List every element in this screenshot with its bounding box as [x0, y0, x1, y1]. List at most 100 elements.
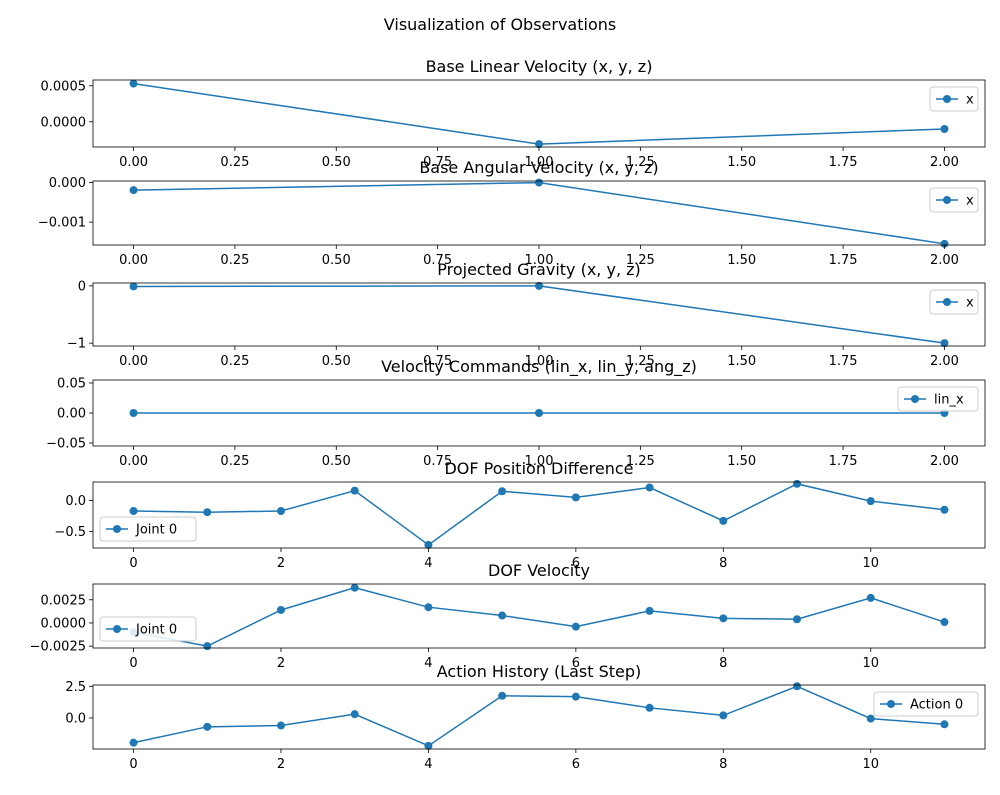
x-tick-label: 8	[719, 656, 727, 671]
data-point	[203, 508, 212, 517]
x-tick-label: 0	[129, 757, 137, 772]
x-tick-label: 8	[719, 757, 727, 772]
x-tick-label: 6	[572, 556, 580, 571]
legend: lin_x	[897, 386, 979, 412]
data-point	[940, 720, 949, 729]
subplot-title: DOF Position Difference	[444, 459, 633, 478]
data-point	[276, 605, 285, 614]
x-tick-label: 1.50	[727, 155, 756, 170]
data-point	[866, 497, 875, 506]
x-tick-label: 1.75	[829, 354, 858, 369]
data-point	[719, 711, 728, 720]
data-point	[129, 282, 138, 291]
data-point	[719, 614, 728, 623]
subplot-title: Action History (Last Step)	[437, 662, 642, 681]
data-point	[498, 611, 507, 620]
legend-label: Action 0	[910, 698, 963, 713]
y-tick-label: −0.05	[46, 437, 86, 452]
data-point	[571, 493, 580, 502]
x-tick-label: 2.00	[930, 454, 959, 469]
data-point	[424, 741, 433, 750]
legend: x	[929, 289, 979, 315]
x-tick-label: 0.25	[220, 253, 249, 268]
axes-frame	[92, 583, 986, 649]
subplot-1: Base Linear Velocity (x, y, z) 0.00 0.25 0.…	[41, 57, 986, 170]
legend: Action 0	[873, 691, 979, 717]
data-point	[866, 593, 875, 602]
y-tick-label: 0.000	[49, 176, 86, 191]
x-tick-label: 0.50	[322, 155, 351, 170]
data-point	[498, 691, 507, 700]
x-tick-label: 0.50	[322, 354, 351, 369]
legend-box	[897, 386, 979, 412]
y-tick-label: 0.0025	[41, 593, 87, 608]
series-line-joint-0	[133, 586, 945, 647]
data-point	[535, 409, 543, 417]
subplot-6: DOF Velocity 0 2 4 6 8 10 0.0025 0.0000 −0.0025 Jo…	[30, 561, 986, 671]
x-tick-label: 0.00	[119, 454, 148, 469]
x-tick-label: 2	[277, 757, 285, 772]
legend-box	[873, 691, 979, 717]
legend: x	[929, 187, 979, 213]
x-tick-label: 10	[862, 757, 879, 772]
y-tick-label: 0.05	[57, 377, 86, 392]
x-tick-label: 1.00	[525, 253, 554, 268]
data-point	[645, 483, 654, 492]
x-tick-label: 0.00	[119, 155, 148, 170]
x-tick-label: 1.50	[727, 354, 756, 369]
axes-frame	[92, 684, 986, 750]
data-point	[940, 505, 949, 514]
data-point	[203, 642, 212, 651]
series-line-joint-0	[133, 483, 945, 546]
subplot-2: Base Angular Velocity (x, y, z) 0.00 0.25 0…	[38, 158, 986, 268]
data-point	[276, 506, 285, 515]
legend-marker	[911, 395, 919, 403]
subplot-7: Action History (Last Step) 0 2 4 6 8 10 2.5 0.0 A…	[65, 662, 986, 772]
y-tick-label: 0.0	[65, 494, 86, 509]
subplot-3: Projected Gravity (x, y, z) 0.00 0.25 0.50 0…	[67, 260, 986, 369]
x-tick-label: 1.75	[829, 155, 858, 170]
data-point	[571, 622, 580, 631]
x-tick-label: 1.50	[727, 253, 756, 268]
x-tick-label: 2.00	[930, 155, 959, 170]
x-tick-label: 2	[277, 656, 285, 671]
legend: Joint 0	[99, 516, 197, 542]
x-tick-label: 0.50	[322, 253, 351, 268]
data-point	[129, 186, 138, 195]
legend-marker	[943, 298, 951, 306]
data-point	[719, 516, 728, 525]
x-tick-label: 1.00	[525, 155, 554, 170]
legend: Joint 0	[99, 616, 197, 642]
x-tick-label: 0	[129, 556, 137, 571]
y-tick-label: −0.001	[38, 216, 86, 231]
data-point	[940, 618, 949, 627]
x-tick-label: 4	[424, 556, 432, 571]
subplot-title: Projected Gravity (x, y, z)	[437, 260, 641, 279]
data-point	[350, 583, 359, 592]
subplot-4: Velocity Commands (lin_x, lin_y, ang_z)0…	[46, 357, 986, 469]
x-tick-label: 0.25	[220, 155, 249, 170]
legend-label: x	[966, 93, 974, 108]
data-point	[350, 710, 359, 719]
y-tick-label: −0.0025	[30, 640, 86, 655]
subplots: Base Linear Velocity (x, y, z)0.00 0.25 0.…	[30, 57, 986, 772]
data-point	[940, 339, 949, 348]
data-point	[793, 615, 802, 624]
y-tick-label: 0.0000	[41, 115, 87, 130]
x-tick-label: 4	[424, 757, 432, 772]
data-point	[645, 703, 654, 712]
data-point	[571, 692, 580, 701]
data-point	[129, 738, 138, 747]
data-point	[129, 79, 138, 88]
y-tick-label: 0.00	[57, 407, 86, 422]
figure-suptitle: Visualization of Observations	[384, 15, 616, 34]
data-point	[276, 721, 285, 730]
legend: x	[929, 86, 979, 112]
data-point	[424, 603, 433, 612]
x-tick-label: 0.00	[119, 253, 148, 268]
x-tick-label: 2.00	[930, 253, 959, 268]
data-point	[535, 281, 543, 290]
x-tick-label: 2	[277, 556, 285, 571]
x-tick-label: 1.75	[829, 454, 858, 469]
x-tick-label: 2.00	[930, 354, 959, 369]
